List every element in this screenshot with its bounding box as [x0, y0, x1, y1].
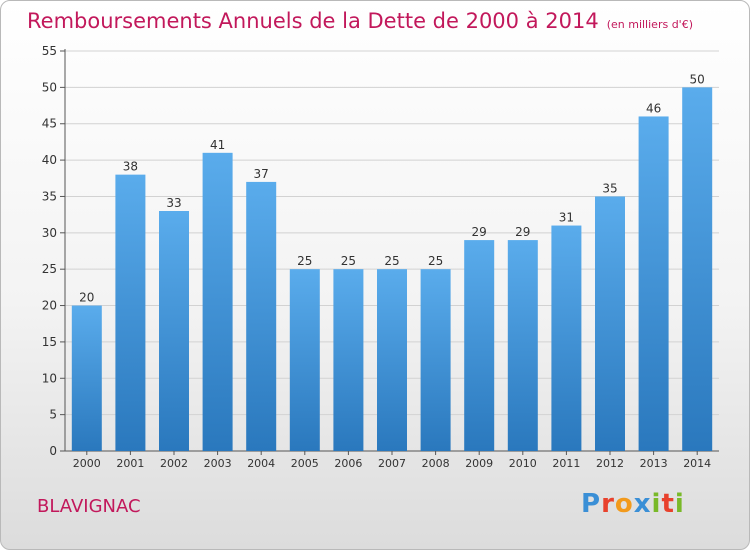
bar-value-label: 29 — [472, 225, 487, 239]
bar-value-label: 41 — [210, 138, 225, 152]
y-tick-label: 50 — [42, 80, 57, 94]
logo-letter: x — [633, 489, 652, 519]
bar-2003 — [202, 152, 233, 451]
bar-2007 — [377, 269, 407, 451]
logo-letter: i — [674, 489, 685, 519]
bar-2011 — [551, 225, 582, 451]
y-tick-label: 30 — [42, 226, 57, 240]
bar-value-label: 38 — [123, 160, 138, 174]
bar-2008 — [420, 269, 451, 451]
x-tick-label: 2012 — [596, 457, 624, 470]
x-tick-label: 2003 — [204, 457, 232, 470]
x-tick-label: 2000 — [73, 457, 101, 470]
bar-2010 — [507, 240, 538, 451]
x-tick-label: 2008 — [422, 457, 450, 470]
y-tick-label: 10 — [42, 371, 57, 385]
logo-letter: P — [581, 489, 602, 519]
bar-value-label: 20 — [79, 291, 94, 305]
y-tick-label: 40 — [42, 153, 57, 167]
y-tick-label: 45 — [42, 117, 57, 131]
chart-title-text: Remboursements Annuels de la Dette de 20… — [27, 9, 599, 33]
bar-2005 — [289, 269, 320, 451]
bar-value-label: 33 — [166, 196, 181, 210]
bar-value-label: 25 — [297, 254, 312, 268]
bar-value-label: 29 — [515, 225, 530, 239]
bar-2004 — [246, 181, 277, 451]
bar-value-label: 35 — [602, 181, 617, 195]
x-tick-label: 2001 — [116, 457, 144, 470]
logo-letter: i — [651, 489, 662, 519]
y-tick-label: 5 — [49, 408, 57, 422]
bar-2001 — [115, 174, 146, 452]
bar-value-label: 25 — [384, 254, 399, 268]
proxiti-logo[interactable]: Proxiti — [581, 489, 685, 519]
bar-value-label: 31 — [559, 211, 574, 225]
x-tick-label: 2010 — [509, 457, 537, 470]
x-tick-label: 2011 — [552, 457, 580, 470]
y-tick-label: 55 — [42, 44, 57, 58]
commune-name: BLAVIGNAC — [37, 496, 141, 517]
bar-2012 — [595, 196, 625, 451]
x-tick-label: 2005 — [291, 457, 319, 470]
bar-2014 — [682, 87, 713, 451]
logo-letter: o — [614, 489, 634, 519]
y-tick-label: 35 — [42, 189, 57, 203]
bar-value-label: 46 — [646, 101, 661, 115]
chart-title: Remboursements Annuels de la Dette de 20… — [27, 9, 693, 33]
bar-value-label: 50 — [690, 72, 705, 86]
y-tick-label: 20 — [42, 299, 57, 313]
x-tick-label: 2014 — [683, 457, 711, 470]
bar-2000 — [71, 305, 102, 451]
bar-2002 — [159, 211, 189, 451]
bar-value-label: 25 — [428, 254, 443, 268]
logo-letter: t — [661, 489, 675, 519]
bars — [71, 87, 713, 452]
labels: 0 5 10 15 20 25 30 35 40 45 50 55 20 2000 38 2001 33 2002… — [42, 44, 711, 470]
y-tick-label: 15 — [42, 335, 57, 349]
bar-2013 — [638, 116, 669, 452]
y-tick-label: 0 — [49, 444, 57, 458]
chart-unit: (en milliers d'€) — [606, 18, 693, 31]
bar-2006 — [333, 269, 364, 451]
bar-value-label: 25 — [341, 254, 356, 268]
bar-2009 — [464, 240, 495, 451]
x-tick-label: 2002 — [160, 457, 188, 470]
y-tick-label: 25 — [42, 262, 57, 276]
bar-value-label: 37 — [254, 167, 269, 181]
logo-letter: r — [601, 489, 615, 519]
x-tick-label: 2013 — [640, 457, 668, 470]
x-tick-label: 2007 — [378, 457, 406, 470]
x-tick-label: 2009 — [465, 457, 493, 470]
x-tick-label: 2006 — [334, 457, 362, 470]
x-tick-label: 2004 — [247, 457, 275, 470]
